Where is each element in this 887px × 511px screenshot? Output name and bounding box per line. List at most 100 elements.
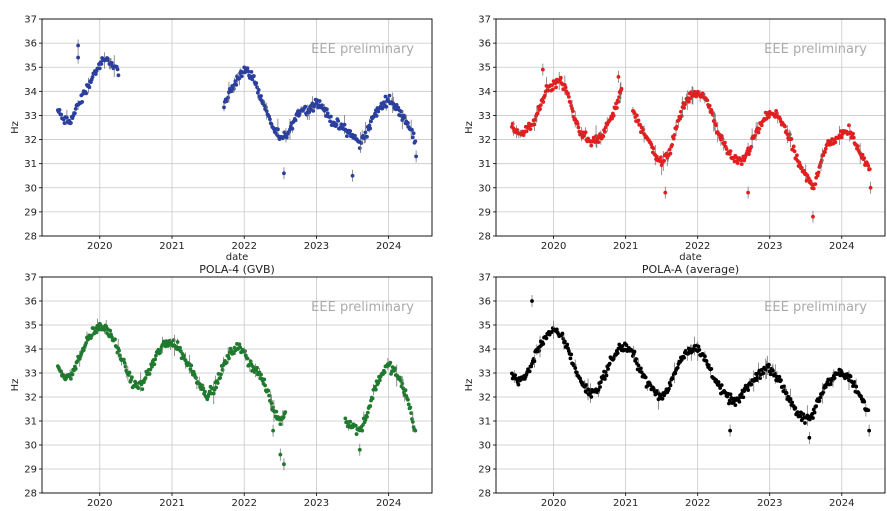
data-points xyxy=(509,295,872,444)
data-point xyxy=(268,117,272,122)
data-point xyxy=(807,435,812,440)
data-point xyxy=(581,381,586,386)
data-point xyxy=(99,62,104,66)
data-point xyxy=(823,150,827,155)
data-point xyxy=(413,428,418,433)
data-point xyxy=(353,133,357,138)
data-point xyxy=(719,383,724,388)
x-tick-label: 2024 xyxy=(829,498,854,507)
watermark-text: EEE preliminary xyxy=(764,42,867,57)
data-point xyxy=(811,416,815,420)
data-point xyxy=(320,103,324,108)
data-point xyxy=(558,75,563,80)
data-point xyxy=(282,462,286,467)
data-point xyxy=(584,383,589,387)
data-point xyxy=(651,146,656,151)
data-point xyxy=(510,121,515,126)
data-point xyxy=(812,410,817,415)
plot-frame xyxy=(495,18,886,237)
x-tick-label: 2021 xyxy=(159,498,184,507)
data-point xyxy=(516,382,521,387)
data-point xyxy=(755,378,759,383)
data-point xyxy=(357,146,362,151)
data-point xyxy=(568,100,573,105)
data-point xyxy=(645,384,650,388)
data-point xyxy=(696,344,701,349)
data-point xyxy=(324,107,329,112)
data-point xyxy=(634,357,638,361)
data-point xyxy=(589,143,594,148)
data-point xyxy=(728,149,733,154)
data-point xyxy=(178,345,182,350)
data-point xyxy=(57,107,62,112)
data-point xyxy=(109,334,114,339)
data-point xyxy=(828,382,833,387)
data-point xyxy=(636,118,641,123)
data-point xyxy=(158,350,162,355)
data-point xyxy=(394,102,399,107)
y-tick-label: 35 xyxy=(24,321,37,332)
data-point xyxy=(562,339,567,344)
data-point xyxy=(409,411,414,416)
data-point xyxy=(84,341,89,345)
data-point xyxy=(535,111,540,116)
data-point xyxy=(660,396,665,401)
data-point xyxy=(749,144,754,149)
data-point xyxy=(616,99,621,104)
data-point xyxy=(709,107,714,112)
x-axis-label: date xyxy=(679,252,702,263)
y-tick-label: 29 xyxy=(478,465,491,476)
chart-title: POLA-4 (GVB) xyxy=(199,263,275,276)
data-point xyxy=(839,135,844,140)
data-point xyxy=(595,136,600,141)
y-tick-label: 35 xyxy=(24,63,37,74)
x-tick-label: 2020 xyxy=(541,498,566,507)
data-point xyxy=(250,77,255,82)
data-point xyxy=(255,365,259,370)
data-point xyxy=(243,349,247,354)
data-point xyxy=(153,357,158,362)
data-point xyxy=(541,100,546,104)
y-tick-label: 36 xyxy=(478,39,491,50)
x-tick-label: 2023 xyxy=(757,498,782,507)
y-tick-label: 30 xyxy=(24,183,37,194)
data-point xyxy=(348,129,353,133)
data-point xyxy=(768,372,773,377)
data-point xyxy=(817,399,822,403)
y-tick-label: 28 xyxy=(478,489,491,500)
y-tick-label: 29 xyxy=(24,465,37,476)
data-point xyxy=(408,405,413,410)
data-point xyxy=(596,388,601,392)
data-point xyxy=(799,165,804,170)
data-point xyxy=(714,123,719,128)
data-point xyxy=(183,358,188,363)
data-point xyxy=(108,328,113,333)
data-point xyxy=(59,112,64,117)
data-point xyxy=(269,401,274,406)
data-point xyxy=(354,432,359,436)
data-point xyxy=(147,372,152,376)
y-tick-label: 31 xyxy=(24,417,37,428)
data-point xyxy=(365,414,369,419)
data-point xyxy=(282,171,286,176)
data-point xyxy=(251,74,256,78)
data-point xyxy=(867,428,872,433)
data-point xyxy=(311,109,316,113)
data-point xyxy=(532,359,537,364)
data-point xyxy=(855,144,860,148)
chart-title: POLA-A (average) xyxy=(642,263,739,276)
data-point xyxy=(234,82,239,87)
data-point xyxy=(383,94,388,99)
data-point xyxy=(513,373,518,378)
data-point xyxy=(328,114,333,119)
y-tick-label: 32 xyxy=(478,135,491,146)
data-point xyxy=(342,122,347,127)
data-point xyxy=(775,111,779,116)
y-tick-label: 37 xyxy=(24,15,37,26)
data-point xyxy=(283,410,288,415)
data-point xyxy=(719,133,724,138)
y-tick-label: 34 xyxy=(24,87,37,98)
data-point xyxy=(568,356,573,361)
y-tick-label: 37 xyxy=(24,273,37,284)
data-point xyxy=(672,133,677,137)
